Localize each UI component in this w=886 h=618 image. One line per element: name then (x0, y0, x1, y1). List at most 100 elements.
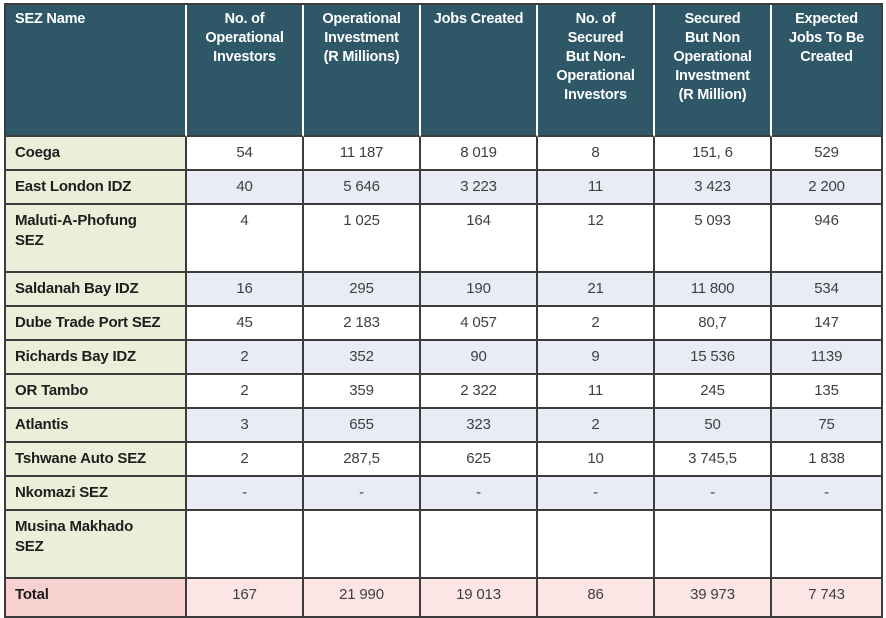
column-header: No. of Secured But Non- Operational Inve… (538, 5, 655, 137)
sez-name-cell: Atlantis (6, 409, 187, 443)
value-cell: - (304, 477, 421, 511)
sez-name-cell: Tshwane Auto SEZ (6, 443, 187, 477)
value-cell: 11 187 (304, 137, 421, 171)
value-cell: 3 (187, 409, 304, 443)
value-cell: - (772, 477, 881, 511)
value-cell: 3 423 (655, 171, 772, 205)
value-cell (304, 511, 421, 579)
value-cell: 16 (187, 273, 304, 307)
value-cell: 2 (187, 341, 304, 375)
value-cell: 655 (304, 409, 421, 443)
value-cell: 21 (538, 273, 655, 307)
value-cell (655, 511, 772, 579)
value-cell: 11 (538, 171, 655, 205)
value-cell: 135 (772, 375, 881, 409)
value-cell: 11 800 (655, 273, 772, 307)
value-cell: 5 646 (304, 171, 421, 205)
value-cell (421, 511, 538, 579)
sez-statistics-table: SEZ Name No. of Operational Investors Oper… (4, 3, 883, 618)
table-body: Coega 54 11 187 8 019 8 151, 6 529 East London … (6, 137, 881, 616)
value-cell: 1 025 (304, 205, 421, 273)
column-header: No. of Operational Investors (187, 5, 304, 137)
value-cell: 11 (538, 375, 655, 409)
value-cell: 86 (538, 579, 655, 616)
value-cell: 50 (655, 409, 772, 443)
value-cell: - (538, 477, 655, 511)
value-cell: 2 322 (421, 375, 538, 409)
value-cell: 167 (187, 579, 304, 616)
table-row: Atlantis 3 655 323 2 50 75 (6, 409, 881, 443)
column-header: Operational Investment (R Millions) (304, 5, 421, 137)
column-header: Jobs Created (421, 5, 538, 137)
value-cell: 3 745,5 (655, 443, 772, 477)
table-row: Musina Makhado SEZ (6, 511, 881, 579)
table-row: Richards Bay IDZ 2 352 90 9 15 536 1139 (6, 341, 881, 375)
table-row: Saldanah Bay IDZ 16 295 190 21 11 800 534 (6, 273, 881, 307)
value-cell: 2 183 (304, 307, 421, 341)
value-cell: 21 990 (304, 579, 421, 616)
value-cell: 2 (538, 307, 655, 341)
value-cell: 4 (187, 205, 304, 273)
value-cell: 2 (187, 443, 304, 477)
table-row: Dube Trade Port SEZ 45 2 183 4 057 2 80,7 147 (6, 307, 881, 341)
value-cell: 287,5 (304, 443, 421, 477)
value-cell: 323 (421, 409, 538, 443)
sez-name-cell: Nkomazi SEZ (6, 477, 187, 511)
table-header: SEZ Name No. of Operational Investors Oper… (6, 5, 881, 137)
value-cell: 1139 (772, 341, 881, 375)
value-cell: 1 838 (772, 443, 881, 477)
value-cell: 45 (187, 307, 304, 341)
value-cell: 19 013 (421, 579, 538, 616)
value-cell (538, 511, 655, 579)
sez-name-cell: OR Tambo (6, 375, 187, 409)
sez-name-cell: Musina Makhado SEZ (6, 511, 187, 579)
value-cell: - (187, 477, 304, 511)
value-cell: 295 (304, 273, 421, 307)
value-cell: 7 743 (772, 579, 881, 616)
value-cell: 39 973 (655, 579, 772, 616)
value-cell: 625 (421, 443, 538, 477)
value-cell: 10 (538, 443, 655, 477)
value-cell (772, 511, 881, 579)
value-cell: 4 057 (421, 307, 538, 341)
column-header: Expected Jobs To Be Created (772, 5, 881, 137)
sez-name-cell: East London IDZ (6, 171, 187, 205)
value-cell: 352 (304, 341, 421, 375)
column-header: Secured But Non Operational Investment (… (655, 5, 772, 137)
value-cell: 164 (421, 205, 538, 273)
sez-name-cell: Richards Bay IDZ (6, 341, 187, 375)
value-cell: - (655, 477, 772, 511)
column-header: SEZ Name (6, 5, 187, 137)
value-cell: 147 (772, 307, 881, 341)
sez-name-cell: Total (6, 579, 187, 616)
table-row: East London IDZ 40 5 646 3 223 11 3 423 2 200 (6, 171, 881, 205)
table-row: OR Tambo 2 359 2 322 11 245 135 (6, 375, 881, 409)
value-cell: 245 (655, 375, 772, 409)
sez-name-cell: Dube Trade Port SEZ (6, 307, 187, 341)
table-row: Tshwane Auto SEZ 2 287,5 625 10 3 745,5 1 838 (6, 443, 881, 477)
value-cell: 8 (538, 137, 655, 171)
table-row: Maluti-A-Phofung SEZ 4 1 025 164 12 5 093 946 (6, 205, 881, 273)
header-row: SEZ Name No. of Operational Investors Oper… (6, 5, 881, 137)
table-row: Total 167 21 990 19 013 86 39 973 7 743 (6, 579, 881, 616)
value-cell (187, 511, 304, 579)
value-cell: 2 (538, 409, 655, 443)
value-cell: 9 (538, 341, 655, 375)
value-cell: 5 093 (655, 205, 772, 273)
sez-name-cell: Coega (6, 137, 187, 171)
value-cell: 2 200 (772, 171, 881, 205)
table-row: Nkomazi SEZ - - - - - - (6, 477, 881, 511)
sez-name-cell: Saldanah Bay IDZ (6, 273, 187, 307)
table-row: Coega 54 11 187 8 019 8 151, 6 529 (6, 137, 881, 171)
sez-name-cell: Maluti-A-Phofung SEZ (6, 205, 187, 273)
value-cell: 151, 6 (655, 137, 772, 171)
value-cell: 190 (421, 273, 538, 307)
value-cell: 12 (538, 205, 655, 273)
value-cell: 3 223 (421, 171, 538, 205)
value-cell: 8 019 (421, 137, 538, 171)
value-cell: 54 (187, 137, 304, 171)
value-cell: 75 (772, 409, 881, 443)
value-cell: 90 (421, 341, 538, 375)
value-cell: 2 (187, 375, 304, 409)
